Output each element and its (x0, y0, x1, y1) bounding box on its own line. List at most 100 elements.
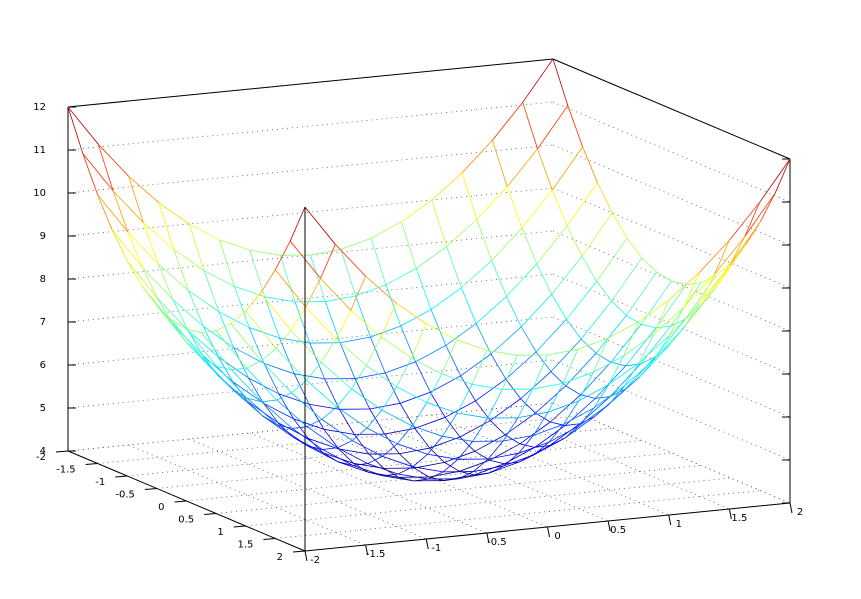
mesh-segment (396, 357, 412, 387)
mesh-segment (517, 388, 534, 418)
mesh-segment (430, 309, 447, 346)
mesh-segment (668, 272, 700, 301)
mesh-segment (353, 434, 370, 455)
mesh-segment (566, 319, 582, 340)
y-tick-label: 0 (158, 502, 164, 513)
mesh-segment (355, 295, 371, 338)
mesh-segment (566, 182, 598, 227)
mesh-segment (335, 338, 367, 366)
mesh-segment (442, 435, 473, 442)
mesh-segment (337, 447, 368, 464)
y-tick (204, 513, 217, 515)
mesh-segment (774, 158, 791, 194)
mesh-segment (264, 296, 280, 339)
mesh-segment (217, 356, 249, 379)
mesh-segment (578, 403, 610, 427)
mesh-segment (580, 394, 596, 399)
mesh-segment (340, 237, 372, 250)
mesh-segment (248, 327, 265, 364)
mesh-segment (324, 301, 341, 343)
mesh-segment (157, 263, 189, 291)
mesh-segment (158, 202, 190, 225)
mesh-segment (352, 464, 384, 477)
grid-line (552, 402, 791, 504)
mesh-segment (461, 172, 478, 220)
mesh-segment (218, 311, 235, 348)
mesh-segment (232, 388, 248, 399)
mesh-segment (232, 389, 263, 417)
mesh-segment (548, 424, 564, 443)
mesh-segment (490, 326, 522, 355)
mesh-segment (97, 144, 114, 191)
mesh-segment (565, 385, 581, 396)
mesh-segment (158, 202, 175, 250)
mesh-segment (201, 332, 232, 371)
grid-line (67, 101, 554, 151)
mesh-segment (430, 375, 461, 393)
mesh-segment (335, 310, 352, 340)
mesh-segment (82, 153, 114, 192)
mesh-segment (234, 285, 265, 298)
mesh-segment (413, 467, 430, 478)
mesh-segment (654, 326, 686, 360)
mesh-segment (611, 257, 643, 302)
mesh-segment (126, 260, 143, 287)
mesh-segment (596, 281, 612, 302)
grid-line (370, 420, 609, 522)
mesh-segment (670, 282, 702, 327)
mesh-segment (521, 293, 552, 328)
mesh-segment (143, 222, 175, 250)
mesh-segment (533, 441, 550, 456)
mesh-segment (399, 403, 416, 429)
mesh-segment (279, 337, 295, 374)
mesh-segment (263, 363, 280, 394)
x-tick-label: -2 (310, 555, 320, 566)
mesh-segment (565, 423, 580, 426)
mesh-segment (230, 323, 262, 362)
mesh-segment (640, 356, 656, 365)
mesh-segment (537, 148, 553, 191)
mesh-segment (186, 328, 218, 367)
mesh-segment (460, 375, 476, 402)
mesh-segment (490, 420, 506, 436)
mesh-segment (380, 336, 412, 359)
mesh-segment (610, 389, 626, 397)
mesh-segment (370, 238, 387, 285)
mesh-segment (486, 349, 518, 356)
mesh-segment (412, 466, 444, 473)
mesh-segment (597, 182, 613, 214)
mesh-segment (216, 366, 248, 399)
x-tick (486, 532, 490, 544)
mesh-segment (157, 263, 174, 300)
mesh-segment (411, 402, 428, 427)
mesh-segment (98, 144, 129, 177)
mesh-segment (293, 418, 309, 439)
x-tick-label: -0.5 (487, 537, 507, 548)
y-tick (174, 500, 187, 503)
mesh-segment (203, 270, 235, 287)
mesh-segment (325, 295, 356, 302)
mesh-segment (729, 202, 760, 241)
mesh-segment (397, 466, 413, 475)
mesh-segment (383, 475, 414, 482)
mesh-segment (519, 443, 535, 448)
mesh-segment (365, 275, 397, 304)
mesh-segment (506, 263, 538, 297)
mesh-segment (456, 339, 488, 351)
mesh-segment (471, 383, 503, 390)
mesh-segment (336, 406, 368, 429)
mesh-segment (699, 264, 731, 304)
mesh-segment (430, 392, 446, 418)
mesh-segment (535, 412, 551, 423)
mesh-segment (366, 409, 383, 429)
mesh-segment (279, 255, 296, 302)
mesh-segment (430, 287, 462, 310)
mesh-segment (260, 292, 292, 331)
mesh-segment (143, 222, 159, 265)
mesh-segment (306, 419, 323, 427)
mesh-segment (488, 465, 504, 474)
mesh-segment (411, 323, 427, 359)
mesh-segment (502, 355, 518, 390)
mesh-segment (396, 386, 428, 403)
mesh-segment (564, 416, 595, 439)
